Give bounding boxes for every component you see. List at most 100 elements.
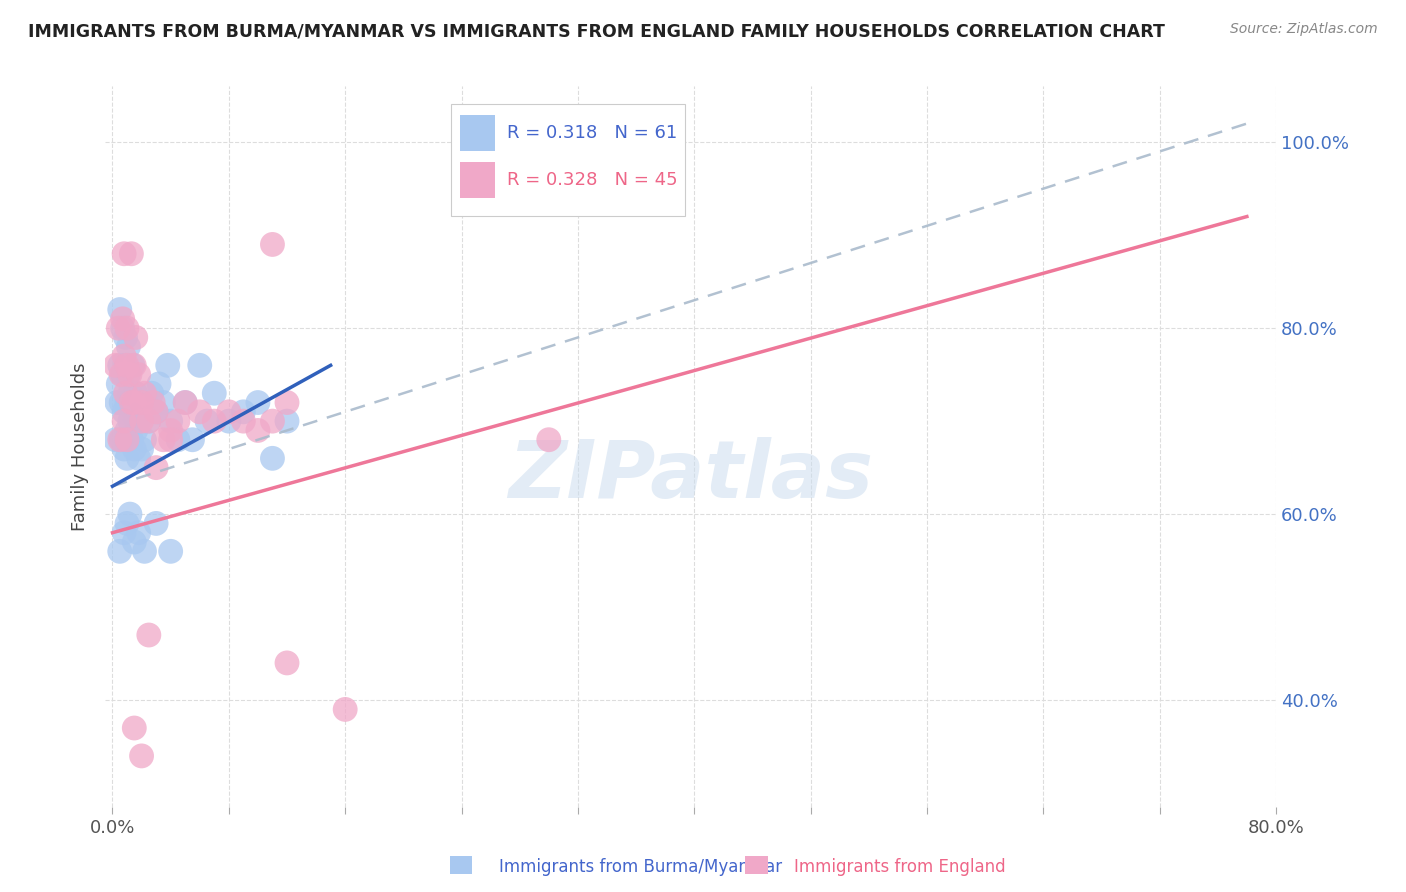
Point [148,376,170,391]
Point [115,321,138,335]
Point [167,414,190,428]
Y-axis label: Family Households: Family Households [72,362,89,531]
Point [135,395,157,409]
Point [262,451,284,466]
Point [188,359,211,373]
Point [262,237,284,252]
Point [232,414,254,428]
Point [145,405,167,419]
Point [104,433,127,447]
Text: R = 0.318   N = 61: R = 0.318 N = 61 [506,124,678,142]
Point [115,451,138,466]
Point [118,507,141,521]
Text: ZIPatlas: ZIPatlas [508,436,873,515]
Point [156,359,179,373]
Point [129,395,152,409]
Text: Immigrants from England: Immigrants from England [794,858,1007,876]
Point [128,451,150,466]
FancyBboxPatch shape [450,104,685,216]
Point [246,395,269,409]
Point [138,414,160,428]
Point [115,359,138,373]
Point [537,433,560,447]
Point [125,330,148,344]
Point [174,395,197,409]
Point [142,395,165,409]
Point [108,302,131,317]
Point [181,433,204,447]
Point [124,405,146,419]
Point [174,395,197,409]
Point [112,414,135,428]
Point [262,414,284,428]
Point [120,433,142,447]
Text: IMMIGRANTS FROM BURMA/MYANMAR VS IMMIGRANTS FROM ENGLAND FAMILY HOUSEHOLDS CORRE: IMMIGRANTS FROM BURMA/MYANMAR VS IMMIGRA… [28,22,1166,40]
Point [112,349,135,363]
Point [232,405,254,419]
Point [110,368,132,382]
Point [115,433,138,447]
Point [167,433,190,447]
Point [202,414,225,428]
Point [120,395,142,409]
Point [112,442,135,456]
Point [276,414,298,428]
Point [138,414,160,428]
Point [115,395,138,409]
Point [111,321,134,335]
Point [159,433,181,447]
Point [117,340,139,354]
Point [112,246,135,260]
Point [145,516,167,531]
Bar [460,115,495,152]
Point [218,414,240,428]
Point [124,442,146,456]
Point [104,359,127,373]
Point [276,395,298,409]
Point [134,386,156,401]
Point [188,405,211,419]
Point [108,544,131,558]
Point [124,359,146,373]
Point [108,359,131,373]
Point [128,368,150,382]
Point [141,386,163,401]
Point [124,535,146,549]
Point [145,405,167,419]
Point [202,386,225,401]
Point [111,311,134,326]
Point [159,414,181,428]
Point [110,395,132,409]
Point [114,359,136,373]
Point [131,748,153,763]
Point [218,405,240,419]
Point [120,246,142,260]
Point [124,395,146,409]
Point [152,395,174,409]
Point [134,433,156,447]
Point [152,433,174,447]
Point [118,368,141,382]
Point [131,414,153,428]
Text: R = 0.328   N = 45: R = 0.328 N = 45 [506,171,678,189]
Point [121,359,143,373]
Point [118,386,141,401]
Point [145,460,167,475]
Bar [460,162,495,198]
Point [159,424,181,438]
Point [107,376,129,391]
Point [246,424,269,438]
Point [138,628,160,642]
Point [131,442,153,456]
Point [118,414,141,428]
Point [120,405,142,419]
Point [335,702,357,716]
Point [159,544,181,558]
Point [134,544,156,558]
Point [105,395,128,409]
Text: Source: ZipAtlas.com: Source: ZipAtlas.com [1230,22,1378,37]
Point [114,386,136,401]
Point [111,368,134,382]
Point [128,525,150,540]
Point [195,414,218,428]
